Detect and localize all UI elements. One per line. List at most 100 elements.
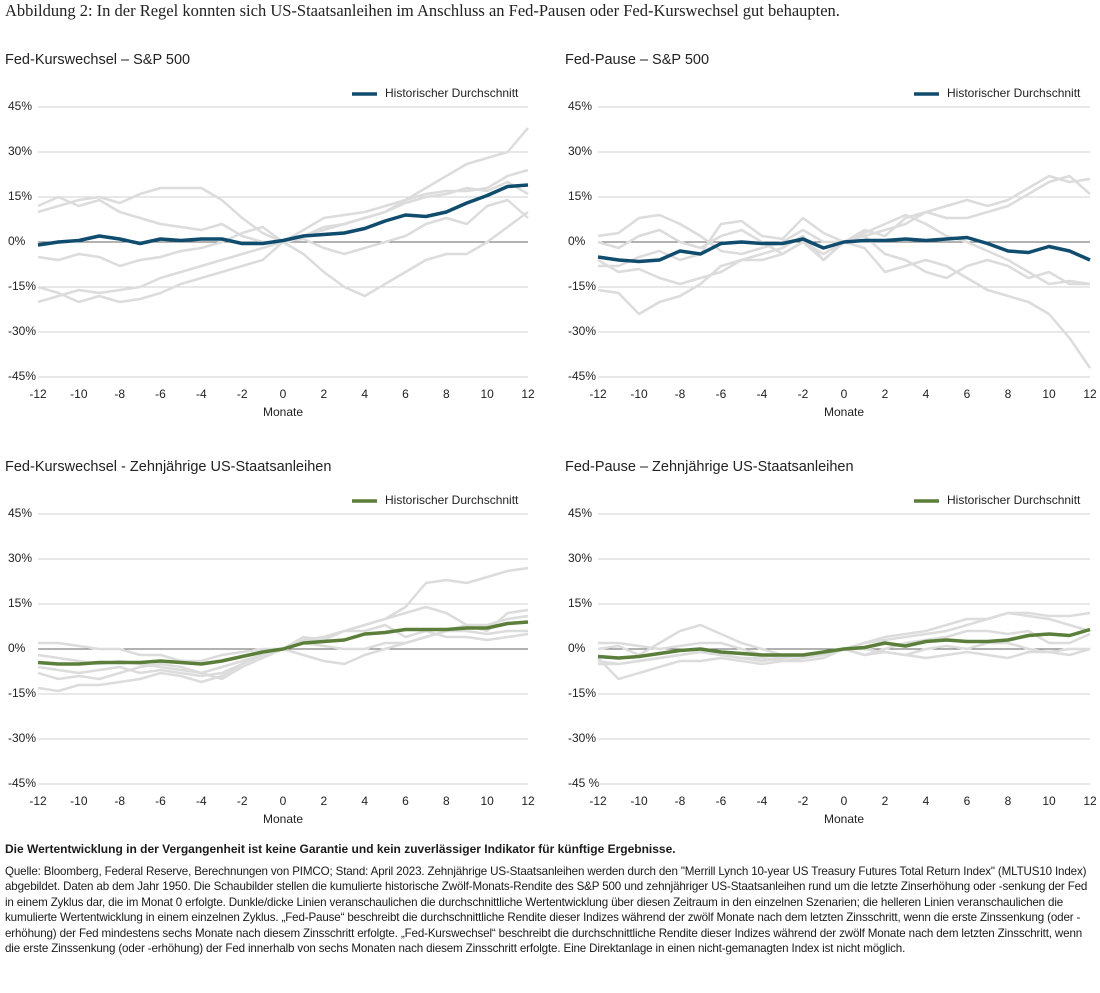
y-tick-label: 30% — [568, 144, 592, 158]
chart-figure: Abbildung 2: In der Regel konnten sich U… — [5, 1, 1097, 826]
y-tick-label: 15% — [8, 596, 32, 610]
scenario-line — [37, 210, 529, 304]
y-tick-label: 30% — [8, 144, 32, 158]
x-tick-label: -6 — [716, 794, 727, 808]
y-tick-label: -30% — [8, 324, 36, 338]
x-axis-label: Monate — [263, 812, 303, 826]
x-tick-label: -6 — [155, 387, 166, 401]
y-tick-label: 15% — [8, 189, 32, 203]
x-tick-label: 6 — [964, 387, 971, 401]
x-tick-label: -2 — [798, 387, 809, 401]
x-tick-label: 6 — [402, 794, 409, 808]
x-axis-label: Monate — [824, 405, 864, 419]
chart-title: Fed-Pause – S&P 500 — [565, 52, 709, 68]
x-tick-label: -4 — [196, 794, 207, 808]
x-tick-label: -8 — [114, 794, 125, 808]
y-tick-label: 45% — [8, 99, 32, 113]
x-tick-label: 2 — [882, 387, 889, 401]
y-tick-label: 0% — [8, 641, 26, 655]
x-tick-label: -2 — [237, 387, 248, 401]
x-tick-label: -2 — [237, 794, 248, 808]
x-tick-label: -4 — [196, 387, 207, 401]
x-tick-label: -10 — [70, 387, 88, 401]
chart-title: Fed-Kurswechsel - Zehnjährige US-Staatsa… — [5, 459, 331, 475]
x-tick-label: 4 — [361, 387, 368, 401]
y-tick-label: 45% — [568, 99, 592, 113]
y-tick-label: -45% — [568, 369, 596, 383]
x-tick-label: 2 — [320, 794, 327, 808]
x-tick-label: 8 — [443, 387, 450, 401]
x-tick-label: 0 — [841, 387, 848, 401]
x-tick-label: 10 — [1042, 387, 1056, 401]
x-tick-label: -10 — [70, 794, 88, 808]
x-axis-label: Monate — [824, 812, 864, 826]
x-tick-label: -2 — [798, 794, 809, 808]
x-tick-label: 12 — [521, 387, 535, 401]
average-line — [597, 235, 1091, 264]
x-tick-label: 2 — [320, 387, 327, 401]
x-tick-label: 12 — [1083, 794, 1097, 808]
x-tick-label: 0 — [280, 794, 287, 808]
y-tick-label: -45% — [8, 369, 36, 383]
scenario-line — [597, 213, 1091, 286]
x-tick-label: 6 — [402, 387, 409, 401]
figure-title: Abbildung 2: In der Regel konnten sich U… — [5, 1, 840, 20]
x-tick-label: 6 — [964, 794, 971, 808]
x-tick-label: 2 — [882, 794, 889, 808]
x-axis-label: Monate — [263, 405, 303, 419]
x-tick-label: 12 — [1083, 387, 1097, 401]
x-tick-label: 10 — [480, 794, 494, 808]
x-tick-label: -12 — [589, 387, 607, 401]
x-tick-label: 4 — [923, 387, 930, 401]
legend-label: Historischer Durchschnitt — [385, 86, 519, 100]
x-tick-label: 4 — [361, 794, 368, 808]
x-tick-label: 8 — [443, 794, 450, 808]
x-tick-label: -4 — [757, 794, 768, 808]
y-tick-label: -15% — [568, 686, 596, 700]
x-tick-label: 10 — [480, 387, 494, 401]
chart-title: Fed-Pause – Zehnjährige US-Staatsanleihe… — [565, 459, 854, 475]
y-tick-label: 45% — [8, 506, 32, 520]
y-tick-label: -45 % — [568, 776, 600, 790]
y-tick-label: 30% — [568, 551, 592, 565]
y-tick-label: 0% — [568, 234, 586, 248]
y-tick-label: 0% — [568, 641, 586, 655]
y-tick-label: 15% — [568, 596, 592, 610]
y-tick-label: -15% — [8, 279, 36, 293]
scenario-line — [597, 174, 1091, 262]
disclaimer: Die Wertentwicklung in der Vergangenheit… — [5, 842, 676, 856]
x-tick-label: 4 — [923, 794, 930, 808]
x-tick-label: -8 — [114, 387, 125, 401]
y-tick-label: -30% — [8, 731, 36, 745]
x-tick-label: -4 — [757, 387, 768, 401]
x-tick-label: -8 — [675, 794, 686, 808]
x-tick-label: -10 — [630, 794, 648, 808]
x-tick-label: 0 — [280, 387, 287, 401]
y-tick-label: -15% — [8, 686, 36, 700]
y-tick-label: -45% — [8, 776, 36, 790]
x-tick-label: -6 — [716, 387, 727, 401]
x-tick-label: -10 — [630, 387, 648, 401]
x-tick-label: -12 — [29, 387, 47, 401]
scenario-line — [37, 605, 529, 678]
x-tick-label: -12 — [589, 794, 607, 808]
x-tick-label: 12 — [521, 794, 535, 808]
x-tick-label: 8 — [1005, 387, 1012, 401]
y-tick-label: -30% — [568, 731, 596, 745]
x-tick-label: -6 — [155, 794, 166, 808]
x-tick-label: -12 — [29, 794, 47, 808]
y-tick-label: 0% — [8, 234, 26, 248]
x-tick-label: -8 — [675, 387, 686, 401]
chart-title: Fed-Kurswechsel – S&P 500 — [5, 52, 190, 68]
y-tick-label: 45% — [568, 506, 592, 520]
legend-label: Historischer Durchschnitt — [947, 86, 1081, 100]
y-tick-label: 30% — [8, 551, 32, 565]
y-tick-label: -15% — [568, 279, 596, 293]
legend-label: Historischer Durchschnitt — [947, 493, 1081, 507]
y-tick-label: -30% — [568, 324, 596, 338]
x-tick-label: 8 — [1005, 794, 1012, 808]
scenario-line — [37, 127, 529, 244]
legend-label: Historischer Durchschnitt — [385, 493, 519, 507]
y-tick-label: 15% — [568, 189, 592, 203]
